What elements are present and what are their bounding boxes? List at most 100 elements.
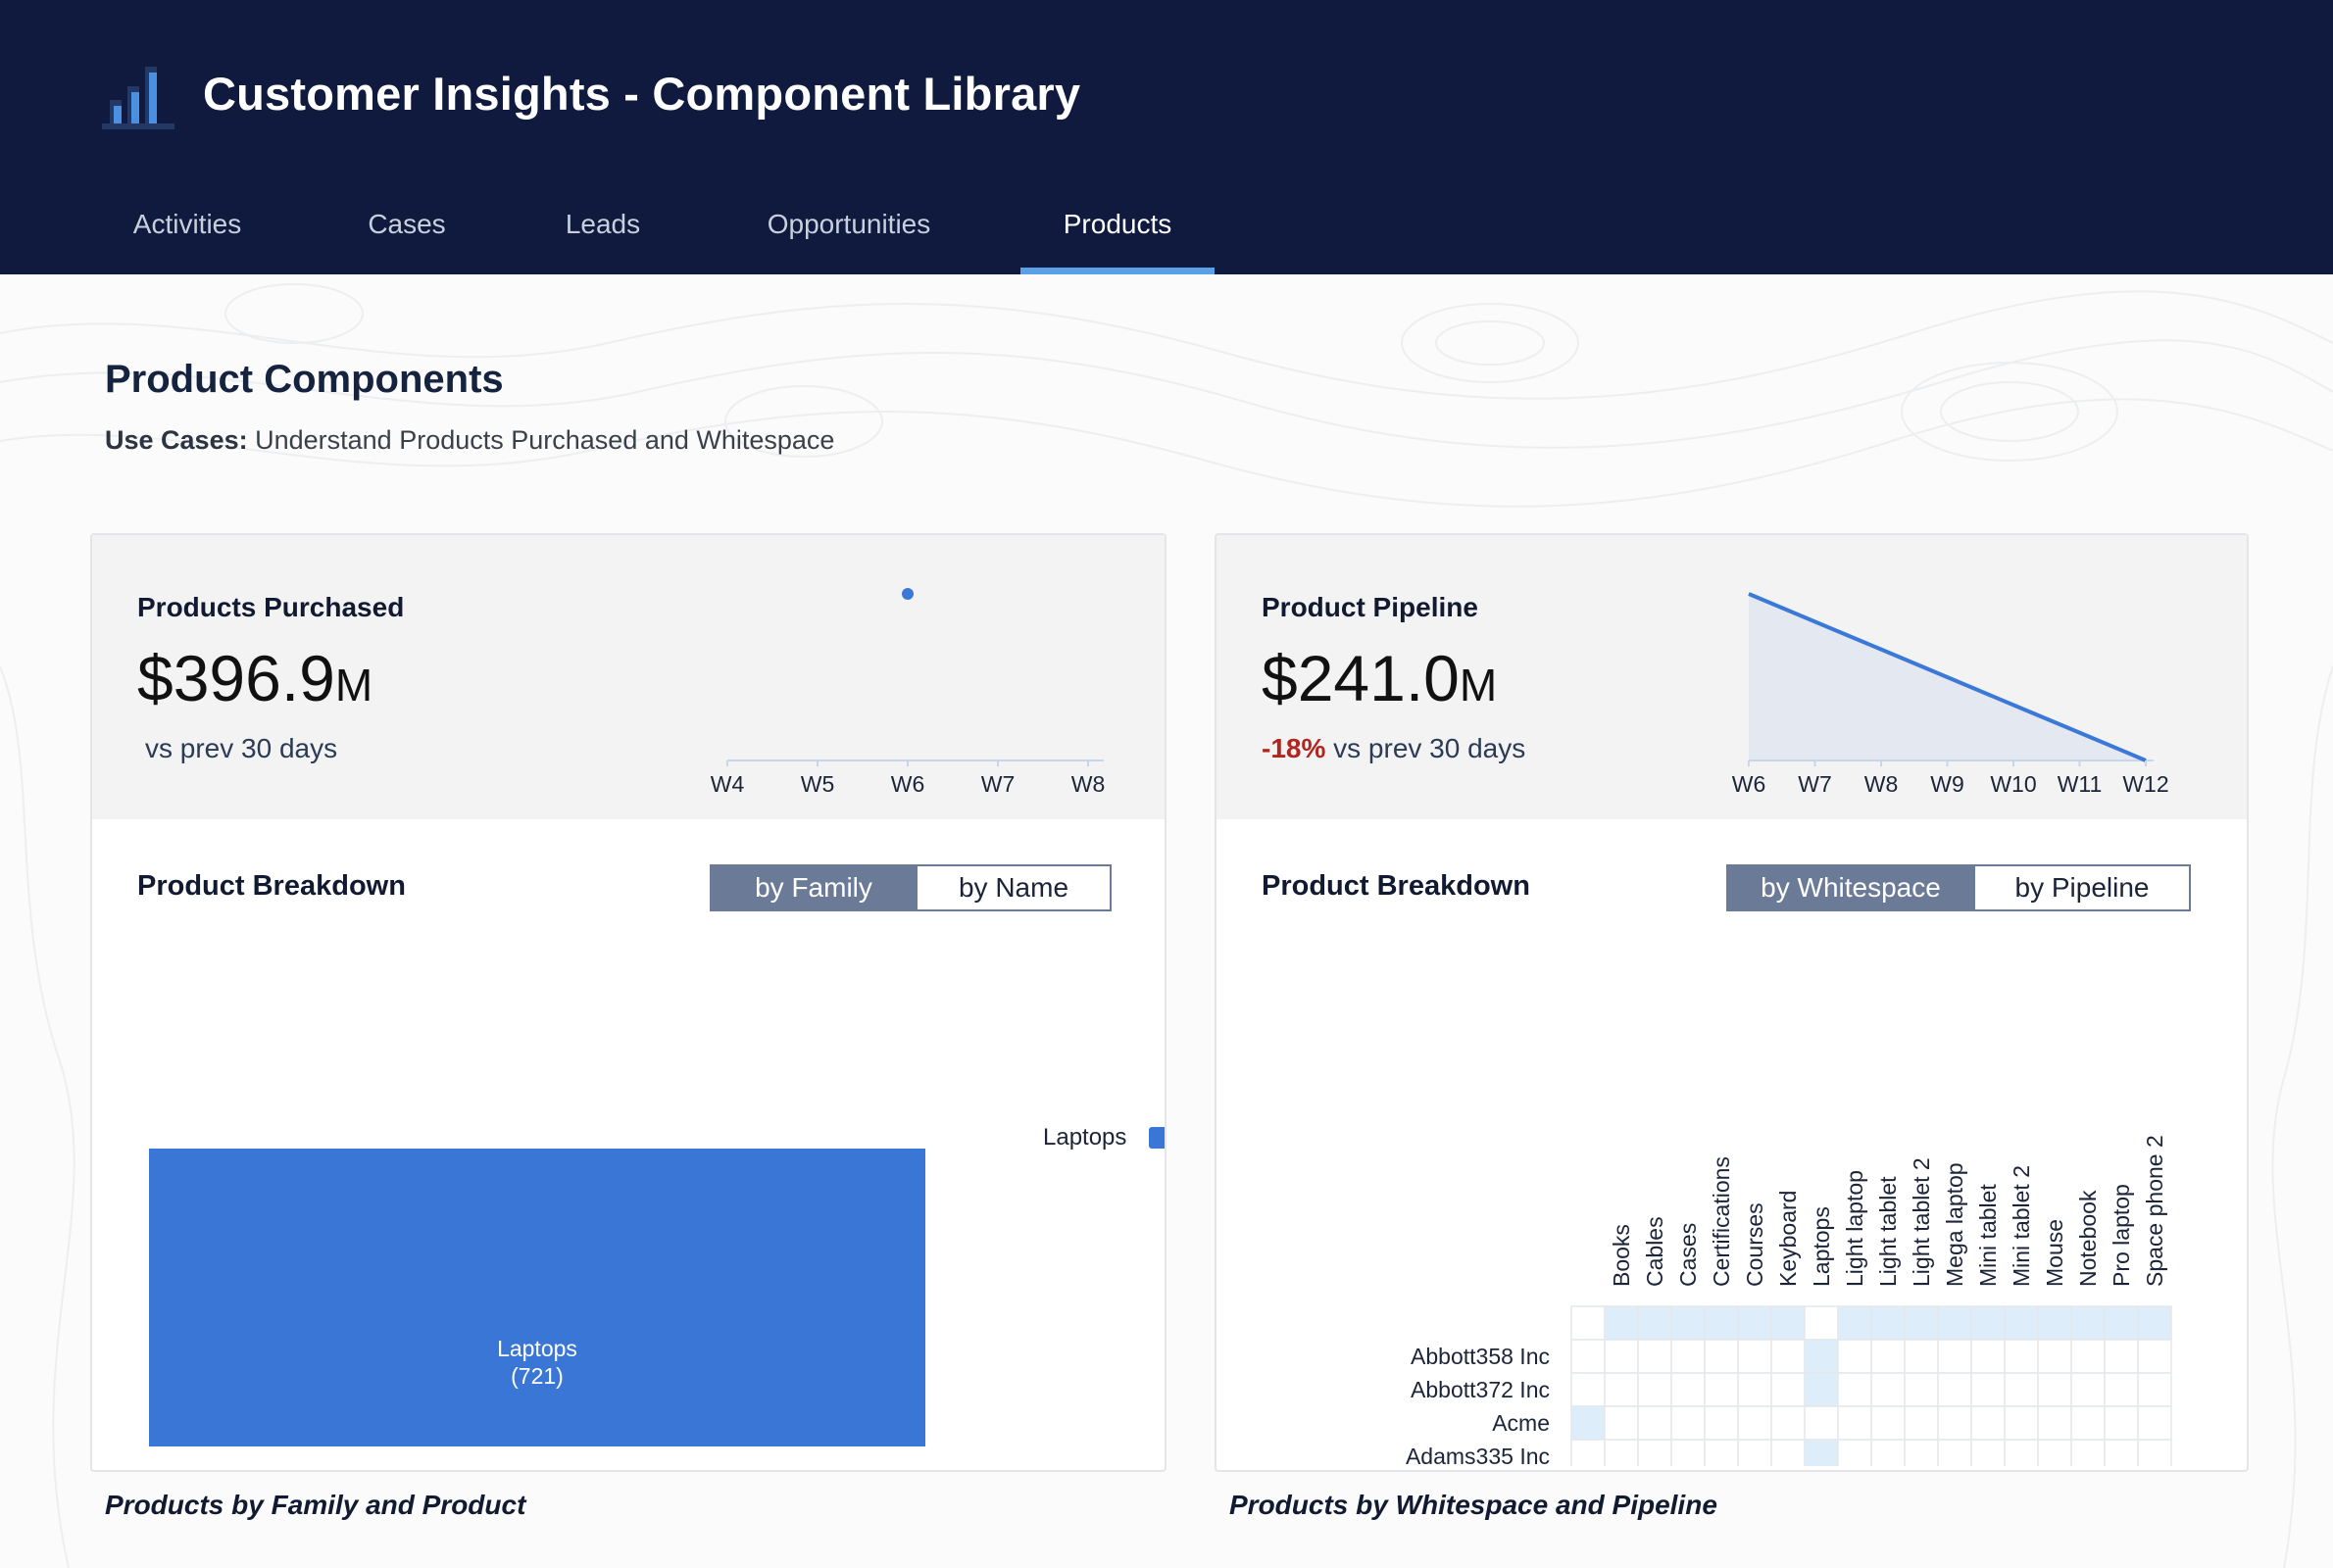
kpi-amount: $396.9 [137, 642, 335, 714]
heatmap-cell [2104, 1305, 2139, 1341]
heatmap-cell [1637, 1339, 1672, 1374]
heatmap-cell [1870, 1405, 1906, 1441]
heatmap-cell [1704, 1372, 1739, 1407]
legend-label: Laptops [1043, 1124, 1126, 1151]
heatmap-cell [2037, 1439, 2072, 1466]
heatmap-cell [1604, 1439, 1639, 1466]
heatmap-cell [1870, 1439, 1906, 1466]
column-label: Mouse [2042, 1219, 2067, 1287]
column-label: Cables [1642, 1216, 1667, 1287]
heatmap-cell [2137, 1305, 2172, 1341]
column-label: Mega laptop [1942, 1162, 1967, 1287]
row-label: Abbott372 Inc [1411, 1377, 1550, 1402]
use-cases-label: Use Cases: [105, 425, 248, 455]
kpi-unit: M [334, 660, 373, 710]
heatmap-cell [1670, 1339, 1706, 1374]
product-pipeline-card: Product Pipeline $241.0M -18% vs prev 30… [1215, 533, 2249, 1472]
heatmap-cell [1937, 1305, 1972, 1341]
heatmap-cell [1904, 1439, 1939, 1466]
heatmap-cell [1704, 1305, 1739, 1341]
heatmap-cell [1970, 1439, 2006, 1466]
tab-products[interactable]: Products [1020, 181, 1215, 274]
kpi-comparison: vs prev 30 days [145, 733, 338, 763]
heatmap-cell [1570, 1439, 1606, 1466]
heatmap-cell [1937, 1339, 1972, 1374]
heatmap-cell [1970, 1405, 2006, 1441]
heatmap-cell [1670, 1372, 1706, 1407]
heatmap-cell [1937, 1372, 1972, 1407]
heatmap-cell [1770, 1439, 1806, 1466]
series-line [1748, 592, 2147, 762]
heatmap-cell [1670, 1439, 1706, 1466]
heatmap-cell [2004, 1405, 2039, 1441]
heatmap-cell [2004, 1439, 2039, 1466]
heatmap-cell [2137, 1439, 2172, 1466]
heatmap-cell [1637, 1372, 1672, 1407]
heatmap-cell [1770, 1405, 1806, 1441]
tab-bar: Activities Cases Leads Opportunities Pro… [0, 181, 2333, 274]
heatmap-cell [1837, 1305, 1872, 1341]
x-tick-label: W7 [981, 771, 1016, 797]
heatmap-cell [2037, 1305, 2072, 1341]
heatmap-cell [2104, 1372, 2139, 1407]
heatmap-cell [1604, 1405, 1639, 1441]
x-tick-label: W9 [1930, 771, 1964, 797]
heatmap-cell [1837, 1372, 1872, 1407]
page-title: Product Components [105, 358, 504, 401]
tab-leads[interactable]: Leads [565, 209, 641, 239]
column-label: Cases [1675, 1223, 1701, 1287]
heatmap-cell [1737, 1439, 1772, 1466]
heatmap-cell [2037, 1339, 2072, 1374]
heatmap-cell [2070, 1405, 2106, 1441]
heatmap-cell [2137, 1339, 2172, 1374]
x-tick-label: W8 [1864, 771, 1899, 797]
topographic-background [0, 283, 2333, 1568]
pipeline-sparkline: W6 W7 W8 W9 W10 W11 W12 [1732, 592, 2169, 797]
treemap-cell-label: Laptops [497, 1336, 577, 1361]
kpi-label: Products Purchased [137, 592, 405, 622]
x-tick-label: W4 [711, 771, 745, 797]
x-tick-label: W7 [1798, 771, 1832, 797]
heatmap-cell [1770, 1305, 1806, 1341]
heatmap-cell [1970, 1372, 2006, 1407]
by-whitespace-button[interactable]: by Whitespace [1728, 866, 1973, 909]
heatmap-cell [2070, 1439, 2106, 1466]
heatmap-cell [2037, 1405, 2072, 1441]
breakdown-title: Product Breakdown [137, 870, 406, 902]
heatmap-cell [1604, 1372, 1639, 1407]
kpi-panel [92, 535, 1165, 819]
by-pipeline-button[interactable]: by Pipeline [1973, 866, 2189, 909]
column-label: Certifications [1709, 1156, 1734, 1287]
heatmap-cell [1604, 1339, 1639, 1374]
x-tick-label: W6 [1732, 771, 1766, 797]
by-family-button[interactable]: by Family [712, 866, 916, 909]
heatmap-cell [1737, 1339, 1772, 1374]
heatmap-cell [1970, 1339, 2006, 1374]
heatmap-cell [1937, 1439, 1972, 1466]
tab-opportunities[interactable]: Opportunities [767, 209, 931, 239]
heatmap-cell [1770, 1339, 1806, 1374]
heatmap-cell [1804, 1305, 1839, 1341]
kpi-comparison-text: vs prev 30 days [1333, 733, 1526, 763]
heatmap-cell [1637, 1405, 1672, 1441]
right-caption: Products by Whitespace and Pipeline [1229, 1490, 1717, 1520]
heatmap-cell [1704, 1339, 1739, 1374]
x-tick-label: W11 [2058, 771, 2103, 797]
kpi-panel [1216, 535, 2247, 819]
use-cases-line: Use Cases: Understand Products Purchased… [105, 425, 834, 456]
legend-swatch [1149, 1127, 1165, 1149]
heatmap-cell [1904, 1405, 1939, 1441]
treemap-cell-laptops [149, 1149, 925, 1446]
heatmap-cell [2137, 1372, 2172, 1407]
by-name-button[interactable]: by Name [916, 866, 1110, 909]
app-title: Customer Insights - Component Library [203, 68, 1081, 120]
heatmap-cell [1737, 1405, 1772, 1441]
heatmap-cell [1770, 1372, 1806, 1407]
heatmap-cell [2004, 1339, 2039, 1374]
column-label: Notebook [2075, 1190, 2101, 1287]
products-purchased-card: Products Purchased $396.9M vs prev 30 da… [90, 533, 1166, 1472]
tab-activities[interactable]: Activities [132, 209, 242, 239]
tab-cases[interactable]: Cases [368, 209, 446, 239]
heatmap-cell [2037, 1372, 2072, 1407]
column-label: Light tablet 2 [1909, 1157, 1934, 1287]
